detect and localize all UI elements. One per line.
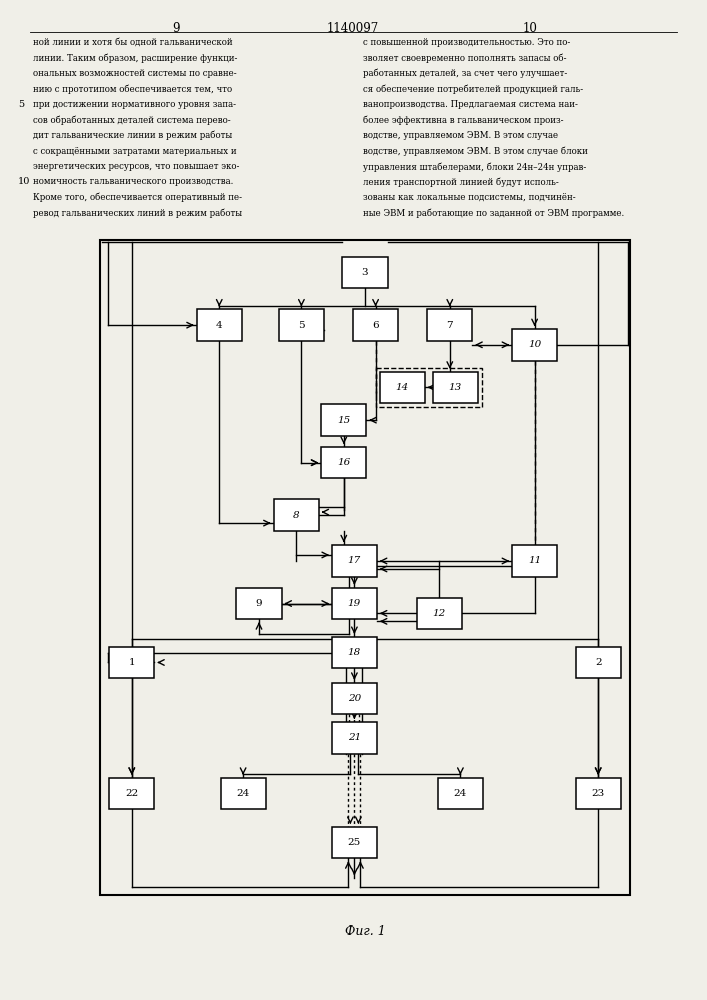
Bar (416, 598, 462, 629)
Text: работанных деталей, за счет чего улучшает-: работанных деталей, за счет чего улучшае… (363, 69, 567, 79)
Text: 3: 3 (362, 268, 368, 277)
Text: Фиг. 1: Фиг. 1 (344, 925, 385, 938)
Text: 2: 2 (595, 658, 602, 667)
Bar (197, 309, 242, 341)
Text: 22: 22 (125, 789, 139, 798)
Text: 24: 24 (454, 789, 467, 798)
Text: ные ЭВМ и работающие по заданной от ЭВМ программе.: ные ЭВМ и работающие по заданной от ЭВМ … (363, 209, 624, 218)
Text: нию с прототипом обеспечивается тем, что: нию с прототипом обеспечивается тем, что (33, 85, 232, 94)
Text: 5: 5 (18, 100, 24, 109)
Text: управления штабелерами, блоки 24н–24н управ-: управления штабелерами, блоки 24н–24н уп… (363, 162, 586, 172)
Bar (332, 722, 377, 754)
Bar (100, 240, 630, 895)
Bar (512, 545, 557, 577)
Text: сов обработанных деталей система перево-: сов обработанных деталей система перево- (33, 115, 230, 125)
Text: с повышенной производительностью. Это по-: с повышенной производительностью. Это по… (363, 38, 571, 47)
Text: энергетических ресурсов, что повышает эко-: энергетических ресурсов, что повышает эк… (33, 162, 240, 171)
Text: дит гальванические линии в режим работы: дит гальванические линии в режим работы (33, 131, 233, 140)
Bar (332, 545, 377, 577)
Text: ональных возможностей системы по сравне-: ональных возможностей системы по сравне- (33, 69, 237, 78)
Text: зованы как локальные подсистемы, подчинён-: зованы как локальные подсистемы, подчинё… (363, 193, 575, 202)
Bar (221, 778, 266, 809)
Bar (332, 588, 377, 619)
Text: номичность гальванического производства.: номичность гальванического производства. (33, 178, 233, 186)
Text: 1140097: 1140097 (327, 22, 379, 35)
Text: ревод гальванических линий в режим работы: ревод гальванических линий в режим работ… (33, 209, 242, 218)
Text: 19: 19 (348, 599, 361, 608)
Text: 24: 24 (236, 789, 250, 798)
Bar (438, 778, 483, 809)
Text: 17: 17 (348, 556, 361, 565)
Bar (236, 588, 281, 619)
Bar (575, 647, 621, 678)
Text: 8: 8 (293, 511, 299, 520)
Text: Кроме того, обеспечивается оперативный пе-: Кроме того, обеспечивается оперативный п… (33, 193, 242, 202)
Text: более эффективна в гальваническом произ-: более эффективна в гальваническом произ- (363, 115, 563, 125)
Text: ления транспортной линией будут исполь-: ления транспортной линией будут исполь- (363, 178, 559, 187)
Bar (321, 447, 366, 478)
Text: зволяет своевременно пополнять запасы об-: зволяет своевременно пополнять запасы об… (363, 53, 566, 63)
Text: 1: 1 (129, 658, 135, 667)
Bar (512, 329, 557, 361)
Text: 6: 6 (373, 321, 379, 330)
Text: 11: 11 (528, 556, 542, 565)
Text: 18: 18 (348, 648, 361, 657)
Text: 5: 5 (298, 321, 305, 330)
Bar (110, 647, 154, 678)
Text: при достижении нормативного уровня запа-: при достижении нормативного уровня запа- (33, 100, 236, 109)
Text: 20: 20 (348, 694, 361, 703)
Text: 14: 14 (395, 383, 409, 392)
Bar (433, 372, 478, 403)
Text: 10: 10 (522, 22, 537, 35)
Text: 4: 4 (216, 321, 223, 330)
Bar (375, 368, 481, 407)
Bar (353, 309, 398, 341)
Bar (332, 637, 377, 668)
Text: с сокращёнными затратами материальных и: с сокращёнными затратами материальных и (33, 146, 237, 155)
Text: 23: 23 (592, 789, 604, 798)
Bar (110, 778, 154, 809)
Bar (427, 309, 472, 341)
Text: 7: 7 (447, 321, 453, 330)
Bar (575, 778, 621, 809)
Text: водстве, управляемом ЭВМ. В этом случае блоки: водстве, управляемом ЭВМ. В этом случае … (363, 146, 588, 156)
Bar (380, 372, 425, 403)
Text: 16: 16 (337, 458, 351, 467)
Text: ся обеспечение потребителей продукцией галь-: ся обеспечение потребителей продукцией г… (363, 85, 583, 94)
Text: 13: 13 (448, 383, 462, 392)
Bar (342, 257, 387, 288)
Bar (332, 827, 377, 858)
Bar (279, 309, 324, 341)
Text: ной линии и хотя бы одной гальванической: ной линии и хотя бы одной гальванической (33, 38, 233, 47)
Text: 21: 21 (348, 733, 361, 742)
Text: 15: 15 (337, 416, 351, 425)
Text: водстве, управляемом ЭВМ. В этом случае: водстве, управляемом ЭВМ. В этом случае (363, 131, 558, 140)
Text: 25: 25 (348, 838, 361, 847)
Bar (321, 404, 366, 436)
Text: 9: 9 (173, 22, 180, 35)
Text: ванопроизводства. Предлагаемая система наи-: ванопроизводства. Предлагаемая система н… (363, 100, 578, 109)
Text: 9: 9 (256, 599, 262, 608)
Text: 12: 12 (433, 609, 446, 618)
Bar (332, 683, 377, 714)
Text: 10: 10 (18, 178, 30, 186)
Text: 10: 10 (528, 340, 542, 349)
Bar (274, 499, 319, 531)
Text: линии. Таким образом, расширение функци-: линии. Таким образом, расширение функци- (33, 53, 238, 63)
